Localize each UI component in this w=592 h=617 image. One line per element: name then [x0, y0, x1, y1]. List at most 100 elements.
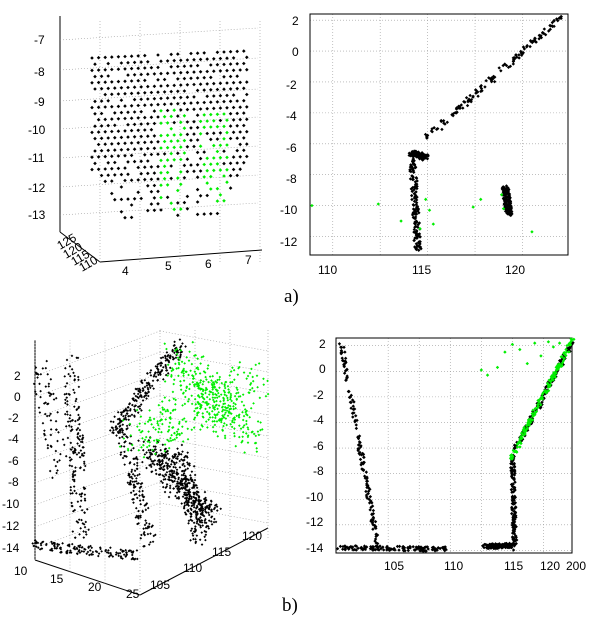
a-left-point	[222, 99, 226, 104]
a-left-point	[165, 59, 170, 63]
b-left-point-green	[175, 352, 179, 356]
b-left-point	[105, 551, 109, 554]
b-left-point	[68, 413, 72, 417]
b-left-point	[198, 518, 201, 522]
b-left-point	[177, 451, 180, 455]
b-left-point	[82, 550, 86, 553]
a-left-point	[156, 102, 160, 107]
a-left-point	[146, 84, 150, 89]
b-left-point	[165, 369, 168, 372]
b-left-point-green	[137, 428, 141, 432]
a-right-point	[411, 155, 415, 159]
b-left-point-green	[191, 340, 195, 344]
b-left-point	[126, 481, 130, 485]
a-left-point	[93, 136, 97, 141]
a-left-point	[205, 193, 209, 198]
b-left-point-green	[208, 413, 211, 416]
b-left-point	[156, 455, 160, 458]
b-left-point-green	[118, 445, 122, 448]
a-left-point	[225, 93, 229, 98]
b-left-point	[171, 456, 175, 460]
b-left-point-green	[255, 450, 259, 453]
b-left-point	[68, 374, 72, 378]
a-left-point	[119, 135, 124, 140]
b-left-point-green	[232, 407, 235, 411]
b-left-point-green	[201, 389, 205, 393]
a-right-point	[517, 53, 521, 57]
b-left-point	[52, 398, 56, 401]
a-left-point	[225, 56, 229, 60]
b-left-point	[88, 549, 92, 552]
a-left-point	[215, 87, 220, 92]
a-left-point	[195, 125, 200, 130]
b-right-point	[510, 476, 515, 480]
a-left-point	[116, 141, 121, 146]
b-left-point	[118, 428, 122, 431]
a-left-point	[119, 61, 124, 65]
a-right-point	[407, 151, 411, 155]
a-right-point	[548, 23, 552, 28]
b-left-point	[173, 340, 176, 344]
a-left-point-green	[172, 108, 176, 112]
b-left-point	[154, 468, 158, 472]
a-left-point	[228, 49, 233, 54]
b-left-point	[81, 522, 85, 525]
b-left-point	[205, 524, 209, 528]
b-left-point	[83, 493, 87, 496]
a-left-point	[132, 122, 137, 127]
b-left-point-green	[212, 381, 216, 385]
b-left-point	[129, 449, 133, 452]
b-left-point	[52, 458, 56, 462]
a-left-point	[242, 136, 246, 140]
b-left-point	[174, 477, 177, 480]
b-left-point-green	[196, 382, 200, 386]
a-right-point	[552, 19, 556, 23]
b-left-point	[35, 372, 39, 376]
b-left-point	[188, 481, 191, 485]
a-left-point	[156, 90, 160, 94]
b-left-point	[53, 543, 56, 546]
b-left-point	[190, 527, 194, 531]
a-left-point	[169, 102, 173, 106]
b-left-point	[36, 376, 39, 379]
b-left-point	[187, 481, 190, 485]
b-right-point	[542, 396, 546, 400]
a-left-point	[116, 92, 121, 96]
b-left-point	[153, 459, 157, 462]
b-left-point	[182, 462, 185, 466]
b-left-point	[175, 461, 178, 464]
b-right-point	[512, 450, 517, 454]
b-left-point	[189, 511, 192, 515]
b-left-point	[131, 498, 134, 501]
a-left-point	[146, 171, 150, 176]
b-left-point	[72, 485, 76, 488]
b-left-point	[178, 338, 182, 341]
b-left-point-green	[148, 418, 151, 422]
a-left-point	[218, 56, 223, 61]
b-right-point	[361, 460, 366, 465]
b-right-point	[381, 548, 386, 552]
a-left-point-green	[165, 133, 170, 138]
b-left-point	[138, 499, 142, 502]
a-left-point	[228, 173, 233, 178]
b-left-point	[68, 393, 71, 396]
a-left-point	[96, 167, 101, 172]
a-right-point	[502, 185, 507, 190]
b-right-point	[369, 499, 373, 503]
a-left-point	[238, 68, 242, 72]
a-left-point	[242, 123, 246, 128]
a-right-point	[412, 191, 416, 196]
b-left-point	[49, 377, 53, 381]
b-left-point-green	[215, 420, 219, 423]
b-left-point-green	[257, 362, 261, 365]
a-left-point	[222, 161, 226, 166]
b-left-point	[134, 506, 138, 510]
a-left-point	[189, 51, 193, 56]
b-left-point-green	[171, 438, 175, 442]
b-left-point-green	[182, 379, 186, 382]
b-left-point	[154, 445, 157, 448]
b-right-point	[571, 341, 575, 345]
b-left-point	[73, 374, 77, 378]
a-left-point	[96, 155, 101, 159]
b-left-point-green	[246, 441, 250, 444]
